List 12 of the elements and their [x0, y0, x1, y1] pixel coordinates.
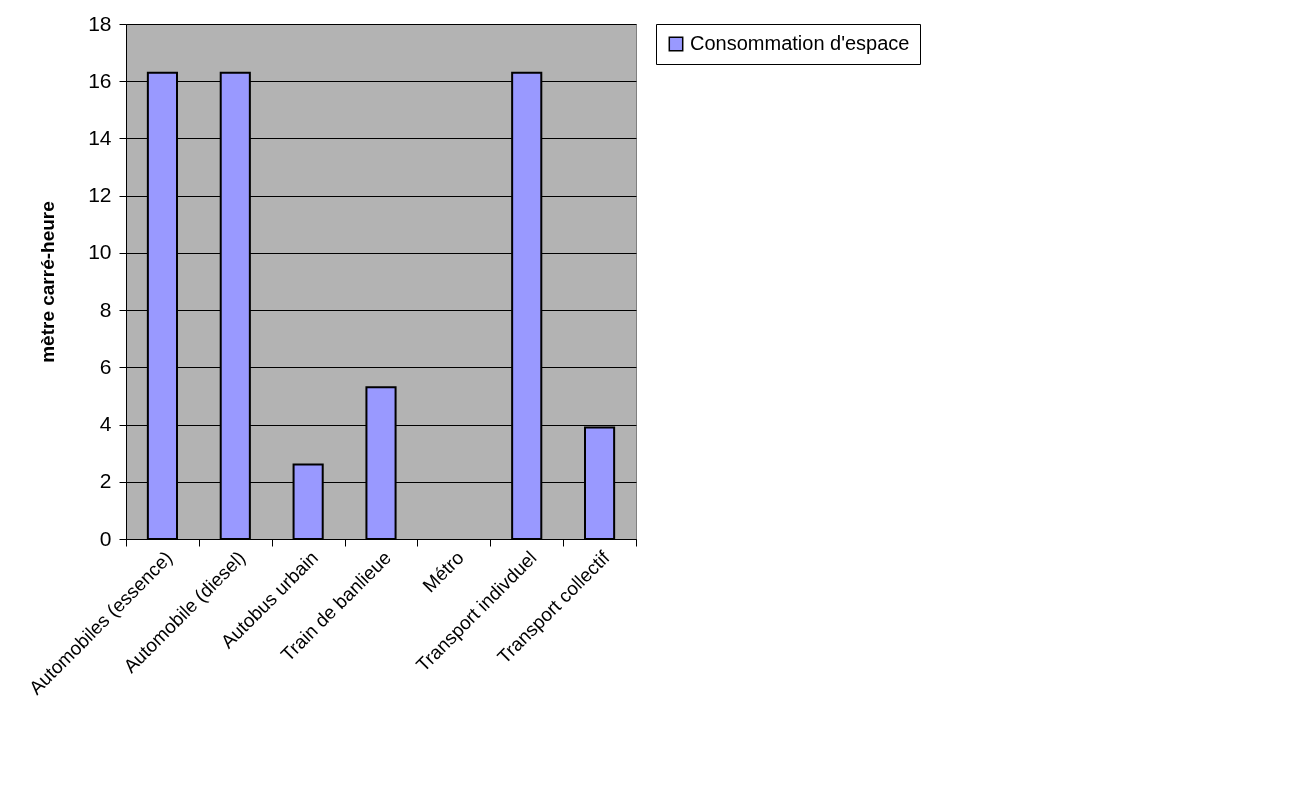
- y-tick-label: 4: [99, 412, 112, 436]
- y-tick-label: 18: [88, 11, 112, 35]
- y-tick-label: 8: [99, 297, 112, 321]
- y-tick-label: 16: [88, 68, 112, 92]
- y-tick-label: 2: [99, 469, 112, 493]
- legend-label: Consommation d'espace: [690, 32, 910, 54]
- y-tick-label: 12: [88, 183, 112, 207]
- y-tick-label: 14: [88, 125, 112, 149]
- y-axis-title: mètre carré-heure: [37, 201, 59, 363]
- y-tick-label: 10: [88, 240, 112, 264]
- y-tick-label: 0: [99, 526, 112, 550]
- y-tick-label: 6: [99, 354, 112, 378]
